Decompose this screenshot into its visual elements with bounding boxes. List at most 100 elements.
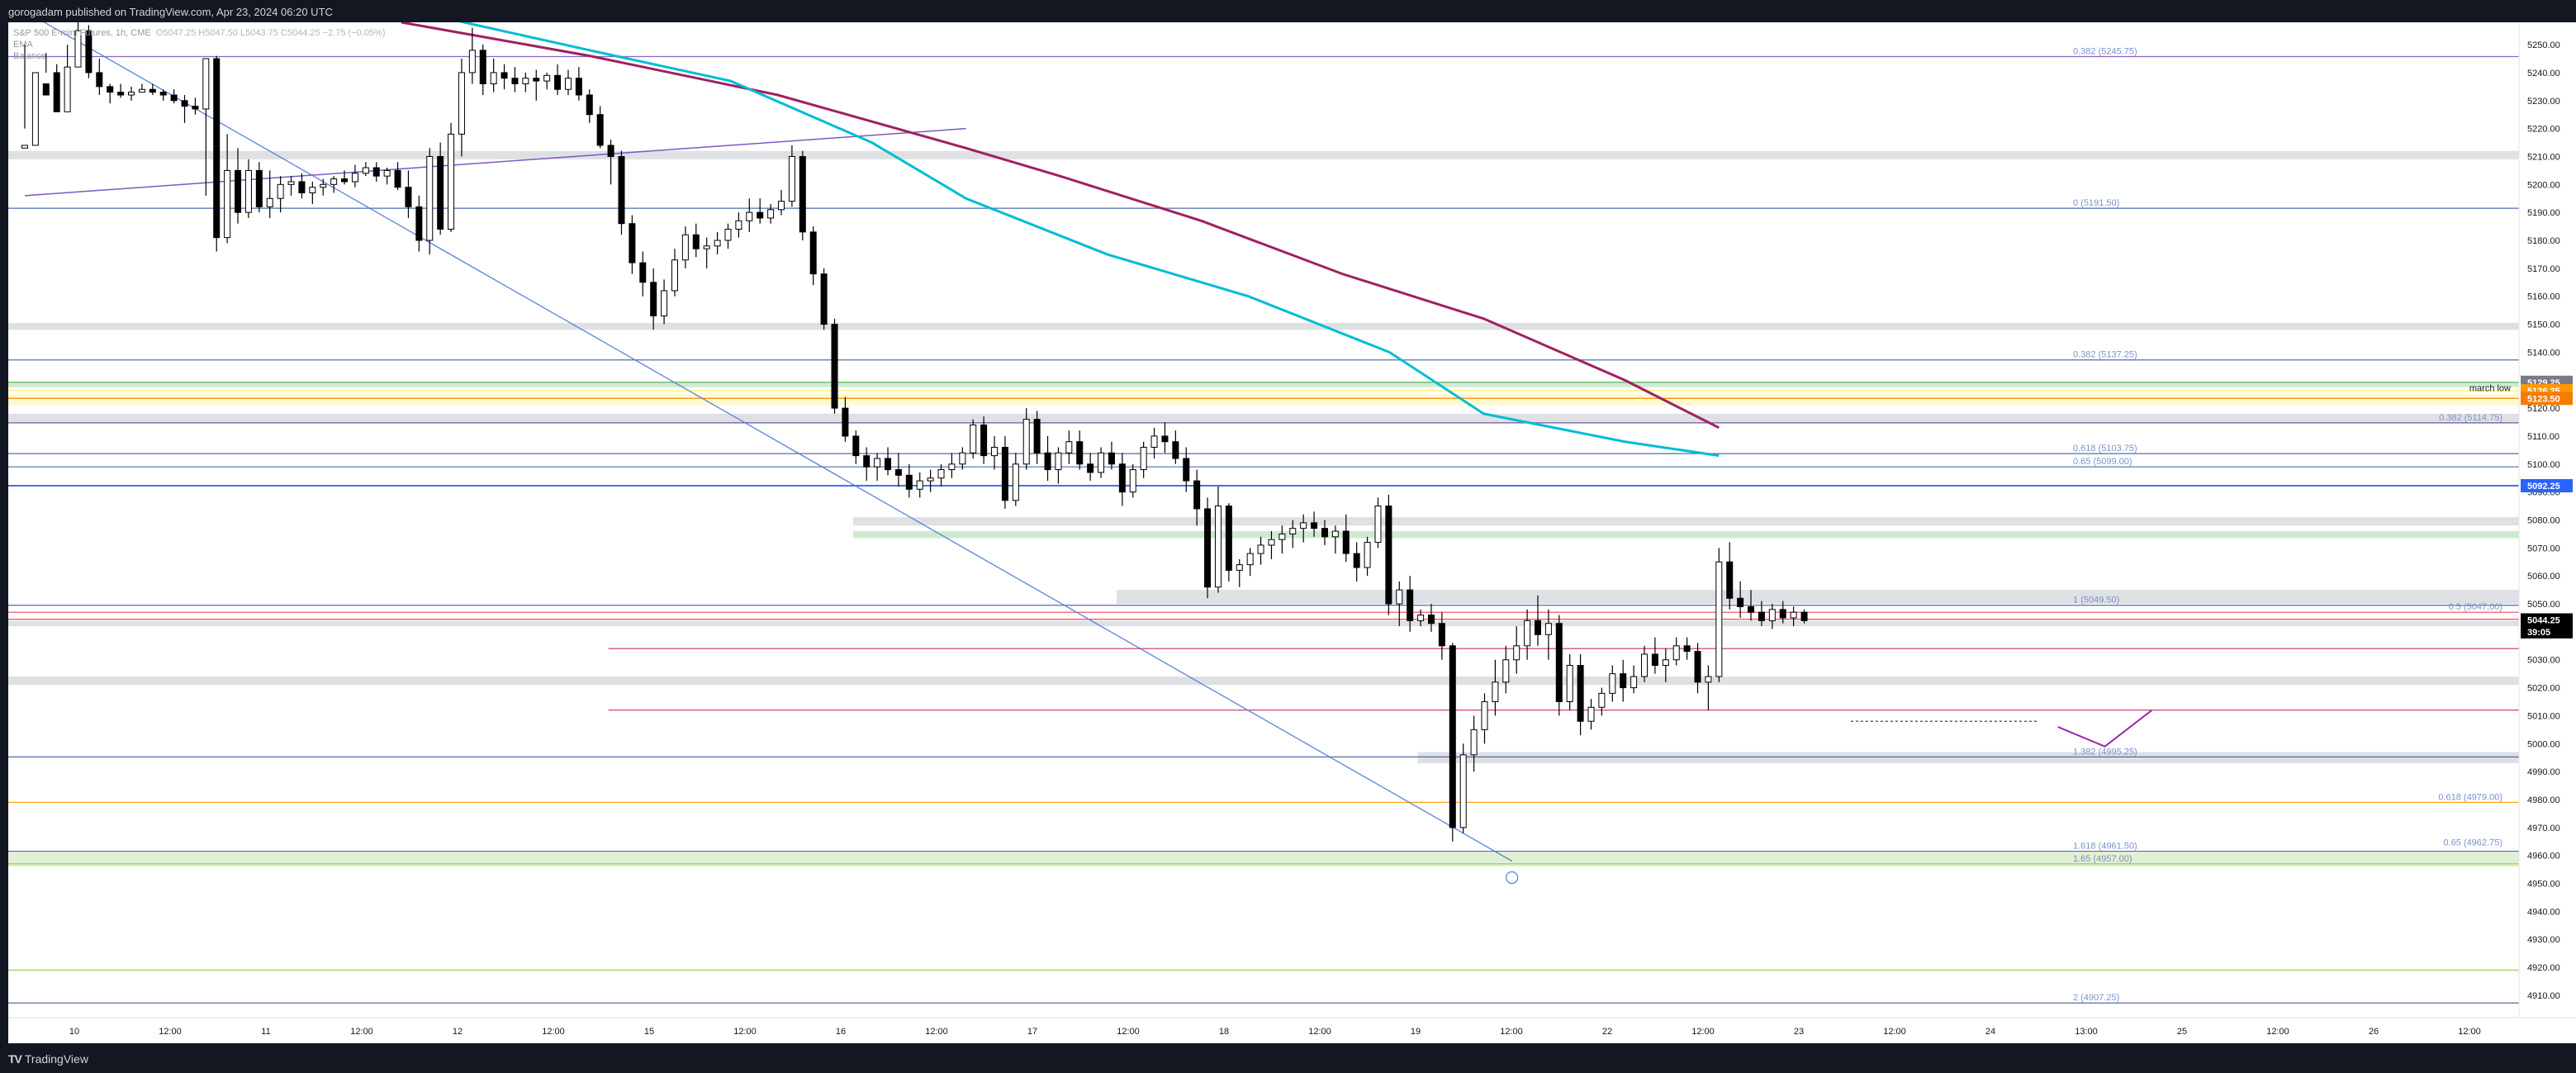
candle-body[interactable] [746, 211, 753, 221]
projection-arrow-icon[interactable] [2057, 709, 2153, 748]
candle-body[interactable] [149, 88, 156, 93]
candle-body[interactable] [1481, 701, 1488, 730]
candle-body[interactable] [533, 78, 540, 82]
candle-body[interactable] [831, 324, 838, 409]
candle-body[interactable] [905, 474, 913, 490]
candle-body[interactable] [170, 94, 178, 102]
candle-body[interactable] [1566, 665, 1573, 703]
candle-body[interactable] [1183, 458, 1190, 482]
candle-body[interactable] [479, 50, 486, 84]
candle-body[interactable] [1257, 544, 1264, 554]
indicator-ema-label[interactable]: EMA [13, 40, 33, 50]
candle-body[interactable] [809, 231, 817, 275]
candle-body[interactable] [1459, 754, 1467, 828]
candle-body[interactable] [1555, 623, 1563, 703]
candle-body[interactable] [1342, 530, 1350, 554]
candle-body[interactable] [1098, 452, 1105, 473]
candle-body[interactable] [1534, 620, 1541, 635]
candle-body[interactable] [1587, 706, 1595, 722]
candle-body[interactable] [138, 88, 145, 93]
candle-body[interactable] [1140, 446, 1147, 471]
candle-body[interactable] [1513, 645, 1520, 661]
candle-body[interactable] [1044, 452, 1051, 471]
candle-body[interactable] [1651, 653, 1658, 667]
candle-body[interactable] [842, 407, 849, 437]
candle-body[interactable] [1609, 673, 1616, 694]
candle-body[interactable] [298, 181, 306, 193]
candle-body[interactable] [1289, 528, 1297, 534]
candle-body[interactable] [1524, 620, 1531, 647]
candle-body[interactable] [1748, 605, 1755, 613]
candle-body[interactable] [31, 72, 39, 146]
candle-body[interactable] [266, 197, 273, 207]
candle-body[interactable] [863, 455, 871, 468]
candle-body[interactable] [202, 58, 210, 110]
candle-body[interactable] [799, 155, 806, 233]
candle-body[interactable] [554, 74, 562, 90]
candle-body[interactable] [916, 480, 923, 490]
candle-body[interactable] [575, 78, 582, 96]
candle-body[interactable] [1641, 653, 1649, 677]
candle-body[interactable] [394, 169, 401, 188]
candle-body[interactable] [511, 78, 519, 84]
candle-body[interactable] [128, 92, 135, 96]
candle-body[interactable] [1407, 589, 1414, 621]
candle-body[interactable] [1118, 463, 1126, 493]
candle-body[interactable] [522, 78, 529, 84]
candle-body[interactable] [757, 211, 764, 219]
candle-body[interactable] [991, 446, 999, 457]
candle-body[interactable] [213, 58, 221, 239]
candle-body[interactable] [980, 424, 988, 457]
candle-body[interactable] [21, 145, 28, 149]
candle-body[interactable] [1705, 676, 1712, 683]
candle-body[interactable] [692, 234, 700, 249]
candle-body[interactable] [74, 30, 82, 68]
ema-fast-line[interactable] [213, 0, 1720, 458]
candle-body[interactable] [661, 290, 668, 316]
candle-body[interactable] [1087, 463, 1094, 473]
candle-body[interactable] [405, 187, 412, 207]
price-chart[interactable]: 0.382 (5245.75) 0 (5191.50) 0.382 (5137.25… [8, 0, 2576, 1043]
candle-body[interactable] [1065, 441, 1073, 453]
candle-body[interactable] [1172, 441, 1179, 459]
candle-body[interactable] [1204, 508, 1212, 588]
candle-body[interactable] [1492, 681, 1499, 703]
candle-body[interactable] [596, 114, 604, 146]
candle-body[interactable] [852, 435, 860, 457]
candle-body[interactable] [448, 133, 455, 230]
candle-body[interactable] [714, 240, 721, 247]
candle-body[interactable] [959, 452, 966, 465]
candle-body[interactable] [1331, 530, 1339, 538]
candle-body[interactable] [244, 169, 252, 213]
candle-body[interactable] [970, 424, 977, 453]
candle-body[interactable] [1353, 553, 1360, 568]
candle-body[interactable] [1108, 452, 1115, 465]
candle-body[interactable] [1012, 463, 1019, 501]
candle-body[interactable] [309, 187, 316, 193]
candle-body[interactable] [788, 155, 795, 202]
candle-body[interactable] [255, 169, 263, 207]
candle-body[interactable] [607, 145, 614, 157]
candle-body[interactable] [1502, 659, 1510, 683]
candle-body[interactable] [671, 259, 678, 292]
candle-body[interactable] [1737, 597, 1744, 607]
tradingview-logo[interactable]: TV TradingView [8, 1052, 88, 1066]
candle-body[interactable] [1544, 623, 1552, 635]
candle-body[interactable] [224, 169, 231, 239]
candle-body[interactable] [1662, 659, 1669, 667]
candle-body[interactable] [1470, 729, 1478, 756]
candle-body[interactable] [1321, 528, 1328, 538]
candle-body[interactable] [1150, 435, 1158, 448]
indicator-balance-label[interactable]: Balance [13, 51, 46, 61]
candle-body[interactable] [351, 173, 358, 183]
candle-body[interactable] [1715, 561, 1723, 677]
candle-body[interactable] [1417, 615, 1425, 621]
candle-body[interactable] [777, 201, 785, 211]
candle-body[interactable] [1022, 419, 1030, 465]
candle-body[interactable] [277, 183, 284, 199]
candle-body[interactable] [437, 155, 444, 230]
candle-body[interactable] [1396, 589, 1403, 605]
candle-body[interactable] [490, 72, 497, 84]
candle-body[interactable] [330, 178, 338, 185]
candle-body[interactable] [1577, 665, 1584, 722]
